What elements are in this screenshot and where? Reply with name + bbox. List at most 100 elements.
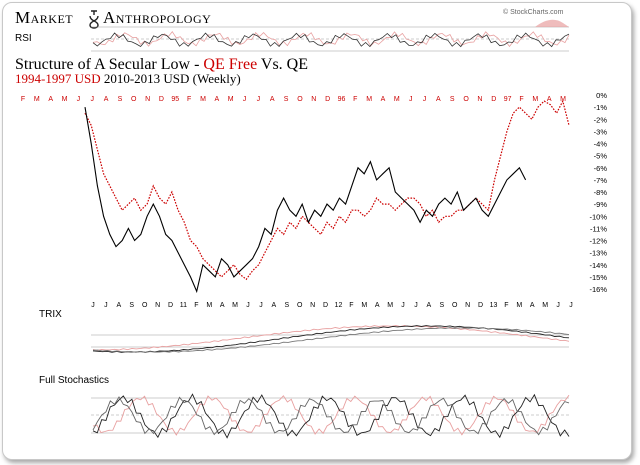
bottom-axis-label: M (206, 302, 212, 309)
trix-panel (91, 325, 570, 353)
bottom-axis-label: S (284, 302, 289, 309)
top-axis-label: O (131, 96, 137, 103)
top-axis-label: D (325, 96, 330, 103)
bottom-axis-label: 11 (180, 302, 187, 309)
chart-subtitle: 1994-1997 USD 2010-2013 USD (Weekly) (15, 71, 241, 86)
top-axis-label: O (463, 96, 469, 103)
title-highlight: QE Free (203, 56, 257, 73)
series-group (84, 99, 570, 294)
top-axis-label: M (560, 96, 566, 103)
bottom-axis-label: M (232, 302, 238, 309)
trix-label: TRIX (39, 309, 62, 320)
bottom-axis-label: J (246, 302, 250, 309)
chart-svg: Market Anthropology © StockCharts.com RS… (15, 8, 607, 439)
bottom-axis-label: F (504, 302, 508, 309)
y-axis: 0% -1% -2% -3% -4% -5% -6% -7% -8% -9% -10% -11% -12… (589, 91, 607, 294)
top-axis-label: O (297, 96, 303, 103)
top-axis-label: A (436, 96, 441, 103)
bottom-axis-label: J (104, 302, 108, 309)
ampersand-logo-icon (89, 10, 99, 29)
rsi-panel (91, 19, 570, 52)
top-axis-label: D (491, 96, 496, 103)
top-axis-label: M (34, 96, 40, 103)
y-tick-label: -3% (594, 127, 608, 136)
y-tick-label: -2% (594, 115, 608, 124)
bottom-axis-label: M (387, 302, 393, 309)
top-axis-label: S (284, 96, 289, 103)
y-tick-label: -13% (589, 249, 607, 258)
chart-title: Structure of A Secular Low - QE Free Vs.… (15, 56, 308, 73)
bottom-axis-label: D (168, 302, 173, 309)
chart-frame: Market Anthropology © StockCharts.com RS… (2, 2, 632, 460)
top-axis-label: D (159, 96, 164, 103)
y-tick-label: -7% (594, 176, 608, 185)
top-axis-label: M (394, 96, 400, 103)
bottom-axis-label: M (361, 302, 367, 309)
y-tick-label: -14% (589, 261, 607, 270)
y-tick-label: 0% (596, 91, 607, 100)
y-tick-label: -11% (590, 224, 607, 233)
top-axis-label: M (532, 96, 538, 103)
bottom-axis-label: O (452, 302, 458, 309)
bottom-axis-label: J (569, 302, 573, 309)
top-axis-label: A (381, 96, 386, 103)
top-axis-label: S (118, 96, 123, 103)
y-tick-label: -10% (589, 212, 607, 221)
top-axis-label: F (21, 96, 25, 103)
top-axis-label: 95 (171, 96, 179, 103)
bottom-axis-label: 12 (335, 302, 343, 309)
brand-left: Market (15, 8, 73, 27)
top-axis-label: M (62, 96, 68, 103)
bottom-axis-label: O (142, 302, 148, 309)
top-axis-label: 96 (338, 96, 346, 103)
bottom-axis-label: N (310, 302, 315, 309)
bottom-axis-label: A (272, 302, 277, 309)
bottom-axis-label: M (542, 302, 548, 309)
top-axis-label: N (477, 96, 482, 103)
y-tick-label: -15% (589, 273, 607, 282)
top-axis-label: M (366, 96, 372, 103)
top-axis-label: J (409, 96, 413, 103)
bottom-axis-label: S (129, 302, 134, 309)
top-axis-label: J (90, 96, 94, 103)
bottom-axis-label: F (194, 302, 198, 309)
top-axis-label: M (228, 96, 234, 103)
top-axis-label: A (547, 96, 552, 103)
top-axis-label: N (145, 96, 150, 103)
bottom-axis-label: S (439, 302, 444, 309)
bottom-axis-label: J (401, 302, 405, 309)
bottom-axis-label: J (556, 302, 560, 309)
bottom-axis-label: 13 (490, 302, 498, 309)
top-axis-label: J (243, 96, 247, 103)
title-tail: Vs. QE (257, 56, 308, 73)
bottom-axis-label: A (375, 302, 380, 309)
top-axis-label: F (353, 96, 357, 103)
stoch-label: Full Stochastics (39, 375, 109, 386)
subtitle-black: 2010-2013 USD (Weekly) (101, 71, 241, 86)
top-axis-label: M (200, 96, 206, 103)
bottom-axis-label: J (414, 302, 418, 309)
bottom-axis-label: N (465, 302, 470, 309)
title-main: Structure of A Secular Low - (15, 56, 203, 73)
bottom-axis-label: A (427, 302, 432, 309)
y-tick-label: -5% (594, 152, 608, 161)
stoch-panel (91, 393, 570, 439)
top-axis-label: A (270, 96, 275, 103)
bottom-axis-label: A (117, 302, 122, 309)
bottom-axis-label: A (220, 302, 225, 309)
y-tick-label: -6% (594, 164, 608, 173)
top-axis-label: A (215, 96, 220, 103)
credit-text: © StockCharts.com (503, 8, 564, 16)
bottom-axis-label: D (478, 302, 483, 309)
top-axis-label: A (48, 96, 53, 103)
series-2010-line (84, 107, 527, 294)
brand-right: Anthropology (103, 8, 211, 27)
top-axis-label: S (450, 96, 455, 103)
top-axis-label: F (519, 96, 523, 103)
bottom-axis-label: J (259, 302, 263, 309)
y-tick-label: -1% (594, 103, 608, 112)
bottom-axis-label: A (530, 302, 535, 309)
bottom-axis-label: J (91, 302, 95, 309)
top-axis-label: J (257, 96, 261, 103)
bottom-axis-label: F (349, 302, 353, 309)
